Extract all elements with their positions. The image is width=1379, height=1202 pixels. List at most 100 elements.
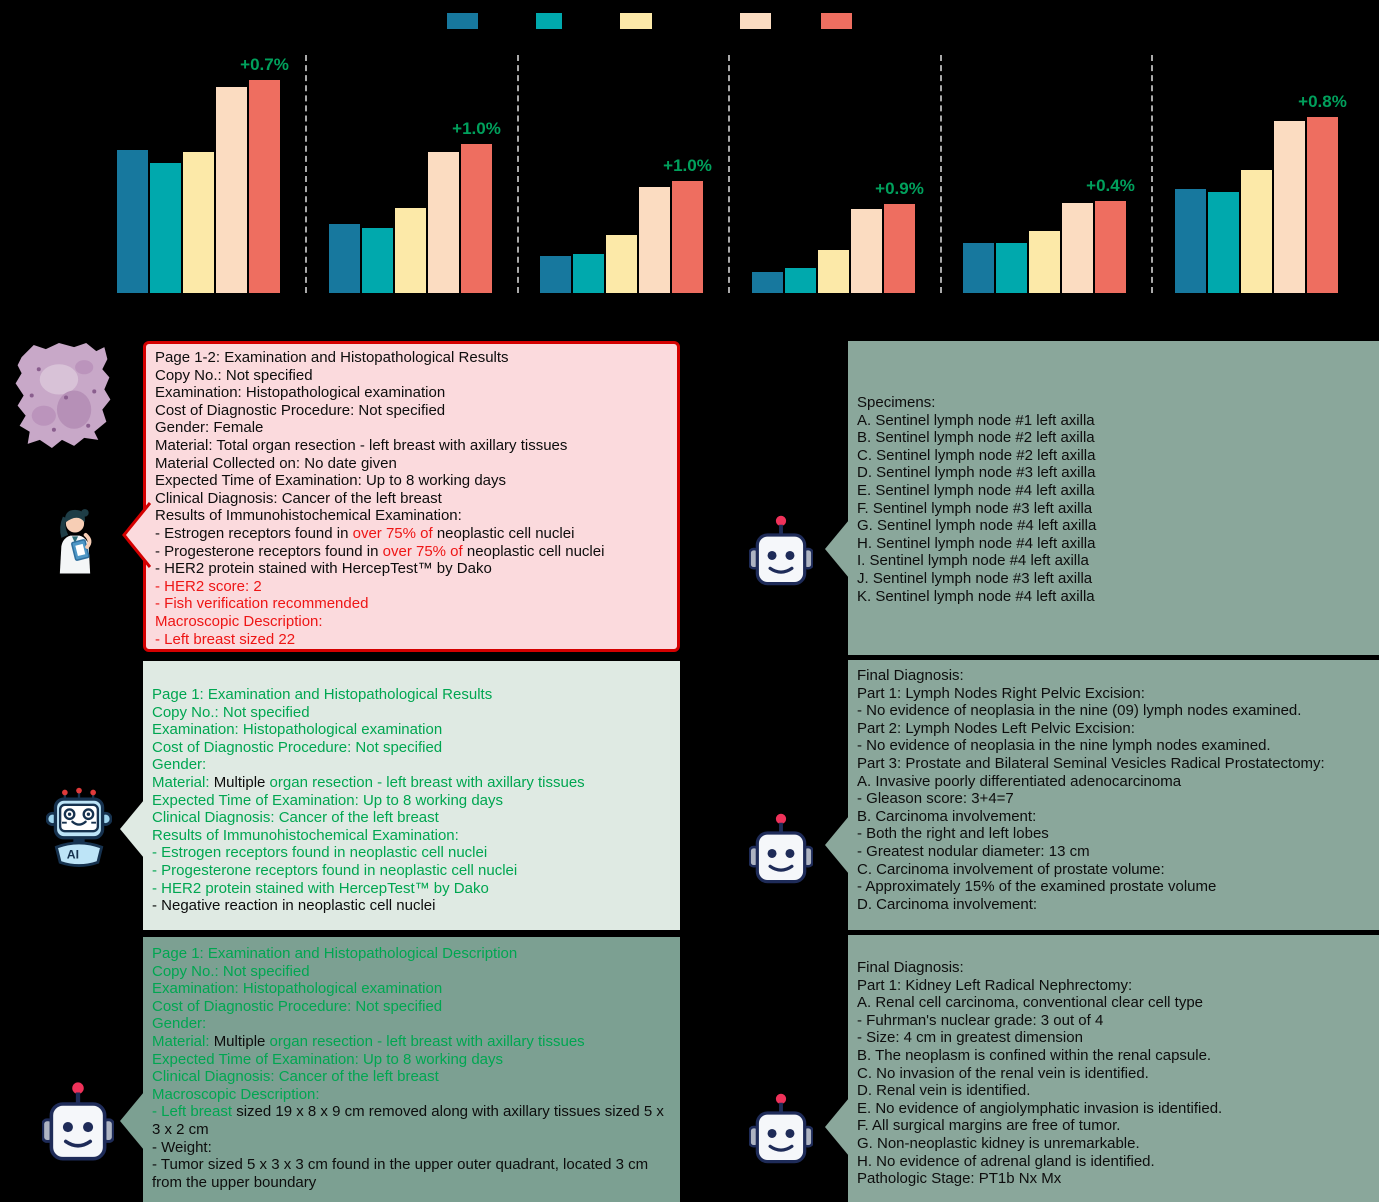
report-line: E. No evidence of angiolymphatic invasio… [857, 1099, 1223, 1117]
report-line: - HER2 protein stained with HercepTest™ … [152, 879, 489, 897]
report-line: Clinical Diagnosis: Cancer of the left b… [152, 1068, 439, 1086]
report-line: D. Sentinel lymph node #3 left axilla [857, 464, 1096, 482]
report-line: - Greatest nodular diameter: 13 cm [857, 842, 1090, 860]
report-line: Material: Multiple organ resection - lef… [152, 773, 585, 791]
gain-annotation: +0.8% [1298, 92, 1347, 111]
report-line: Material: Multiple organ resection - lef… [152, 1032, 585, 1050]
histology-slide-image [13, 339, 115, 455]
report-line: G. Sentinel lymph node #4 left axilla [857, 517, 1097, 535]
report-text: Final Diagnosis: Part 1: Lymph Nodes Righ… [848, 660, 1379, 918]
bar [818, 250, 849, 293]
gain-annotation: +1.0% [452, 119, 501, 138]
report-line: Copy No.: Not specified [155, 366, 313, 384]
legend-swatch [447, 13, 478, 29]
bar [461, 144, 492, 293]
svg-text:AI: AI [67, 848, 79, 862]
report-line: - Both the right and left lobes [857, 825, 1049, 843]
bar [851, 209, 882, 293]
report-line: E. Sentinel lymph node #4 left axilla [857, 481, 1095, 499]
report-text: Page 1: Examination and Histopathologica… [143, 661, 680, 920]
report-line: D. Carcinoma involvement: [857, 895, 1038, 913]
bar [884, 204, 915, 293]
report-line: - Progesterone receptors found in neopla… [152, 861, 518, 879]
report-line: Results of Immunohistochemical Examinati… [155, 507, 462, 525]
report-line: C. No invasion of the renal vein is iden… [857, 1064, 1149, 1082]
ai-robot-icon: AI [45, 786, 113, 882]
report-line: H. Sentinel lymph node #4 left axilla [857, 534, 1096, 552]
group-separator [728, 55, 730, 293]
report-text: Page 1-2: Examination and Histopathologi… [146, 344, 677, 653]
report-line: Copy No.: Not specified [152, 962, 310, 980]
bar [249, 80, 280, 293]
report-line: Expected Time of Examination: Up to 8 wo… [152, 1050, 504, 1068]
bar [672, 181, 703, 293]
bar [1208, 192, 1239, 293]
legend-swatch [620, 13, 652, 29]
report-line: Part 1: Lymph Nodes Right Pelvic Excisio… [857, 684, 1145, 702]
bar [1062, 203, 1093, 293]
report-line: Part 3: Prostate and Bilateral Seminal V… [857, 754, 1325, 772]
report-line: - Approximately 15% of the examined pros… [857, 878, 1217, 896]
report-text: Page 1: Examination and Histopathologica… [143, 937, 680, 1196]
report-line: Results of Immunohistochemical Examinati… [152, 826, 459, 844]
group-separator [305, 55, 307, 293]
report-line: Specimens: [857, 394, 936, 411]
report-line: Final Diagnosis: [857, 959, 964, 976]
report-line: Macroscopic Description: [155, 612, 323, 630]
report-line: Expected Time of Examination: Up to 8 wo… [152, 791, 504, 809]
bar [573, 254, 604, 293]
report-line: Examination: Histopathological examinati… [155, 384, 446, 402]
report-text: Specimens: A. Sentinel lymph node #1 left… [848, 341, 1379, 610]
report-line: Clinical Diagnosis: Cancer of the left b… [155, 489, 442, 507]
report-line: Examination: Histopathological examinati… [152, 721, 443, 739]
report-line: Expected Time of Examination: Up to 8 wo… [155, 472, 507, 490]
report-line: A. Sentinel lymph node #1 left axilla [857, 411, 1095, 429]
report-line: B. The neoplasm is confined within the r… [857, 1046, 1212, 1064]
speech-tail [825, 816, 849, 874]
report-line: - No evidence of neoplasia in the nine (… [857, 702, 1302, 720]
report-line: Gender: [152, 1015, 207, 1033]
report-line: - Estrogen receptors found in neoplastic… [152, 844, 488, 862]
report-line: - Size: 4 cm in greatest dimension [857, 1029, 1083, 1047]
report-line: - Negative reaction in neoplastic cell n… [152, 897, 436, 915]
speech-tail [825, 1098, 849, 1156]
report-line: D. Renal vein is identified. [857, 1082, 1031, 1100]
report-line: Cost of Diagnostic Procedure: Not specif… [152, 997, 443, 1015]
group-separator [1151, 55, 1153, 293]
bar [362, 228, 393, 293]
report-line: C. Carcinoma involvement of prostate vol… [857, 860, 1165, 878]
bar [117, 150, 148, 293]
report-line: Material: Total organ resection - left b… [155, 436, 568, 454]
bar [395, 208, 426, 293]
gain-annotation: +1.0% [663, 156, 712, 175]
bar [639, 187, 670, 293]
report-line: Part 2: Lymph Nodes Left Pelvic Excision… [857, 719, 1135, 737]
report-line: Gender: Female [155, 419, 264, 437]
report-line: Page 1-2: Examination and Histopathologi… [155, 349, 509, 366]
report-line: - Weight: [152, 1138, 212, 1156]
speech-tail [122, 502, 151, 568]
report-line: Material Collected on: No date given [155, 454, 397, 472]
group-separator [940, 55, 942, 293]
bar [1095, 201, 1126, 293]
report-line: - No evidence of neoplasia in the nine l… [857, 737, 1271, 755]
bar [540, 256, 571, 293]
report-line: Cost of Diagnostic Procedure: Not specif… [152, 738, 443, 756]
report-line: Part 1: Kidney Left Radical Nephrectomy: [857, 976, 1133, 994]
report-line: Clinical Diagnosis: Cancer of the left b… [152, 809, 439, 827]
report-line: I. Sentinel lymph node #4 left axilla [857, 552, 1089, 570]
report-line: - Progesterone receptors found in over 7… [155, 542, 605, 560]
speech-tail [120, 1092, 144, 1150]
bar [1029, 231, 1060, 293]
report-line: - Fuhrman's nuclear grade: 3 out of 4 [857, 1011, 1104, 1029]
bar [1274, 121, 1305, 293]
report-line: Examination: Histopathological examinati… [152, 980, 443, 998]
legend-swatch [821, 13, 852, 29]
panel-final-diagnosis-prostate: Final Diagnosis: Part 1: Lymph Nodes Righ… [825, 660, 1379, 930]
legend-swatch [536, 13, 562, 29]
panel-ground-truth-report: Page 1-2: Examination and Histopathologi… [122, 341, 680, 653]
bar [785, 268, 816, 293]
bar [996, 243, 1027, 293]
report-line: K. Sentinel lymph node #4 left axilla [857, 587, 1095, 605]
report-line: Gender: [152, 756, 207, 774]
